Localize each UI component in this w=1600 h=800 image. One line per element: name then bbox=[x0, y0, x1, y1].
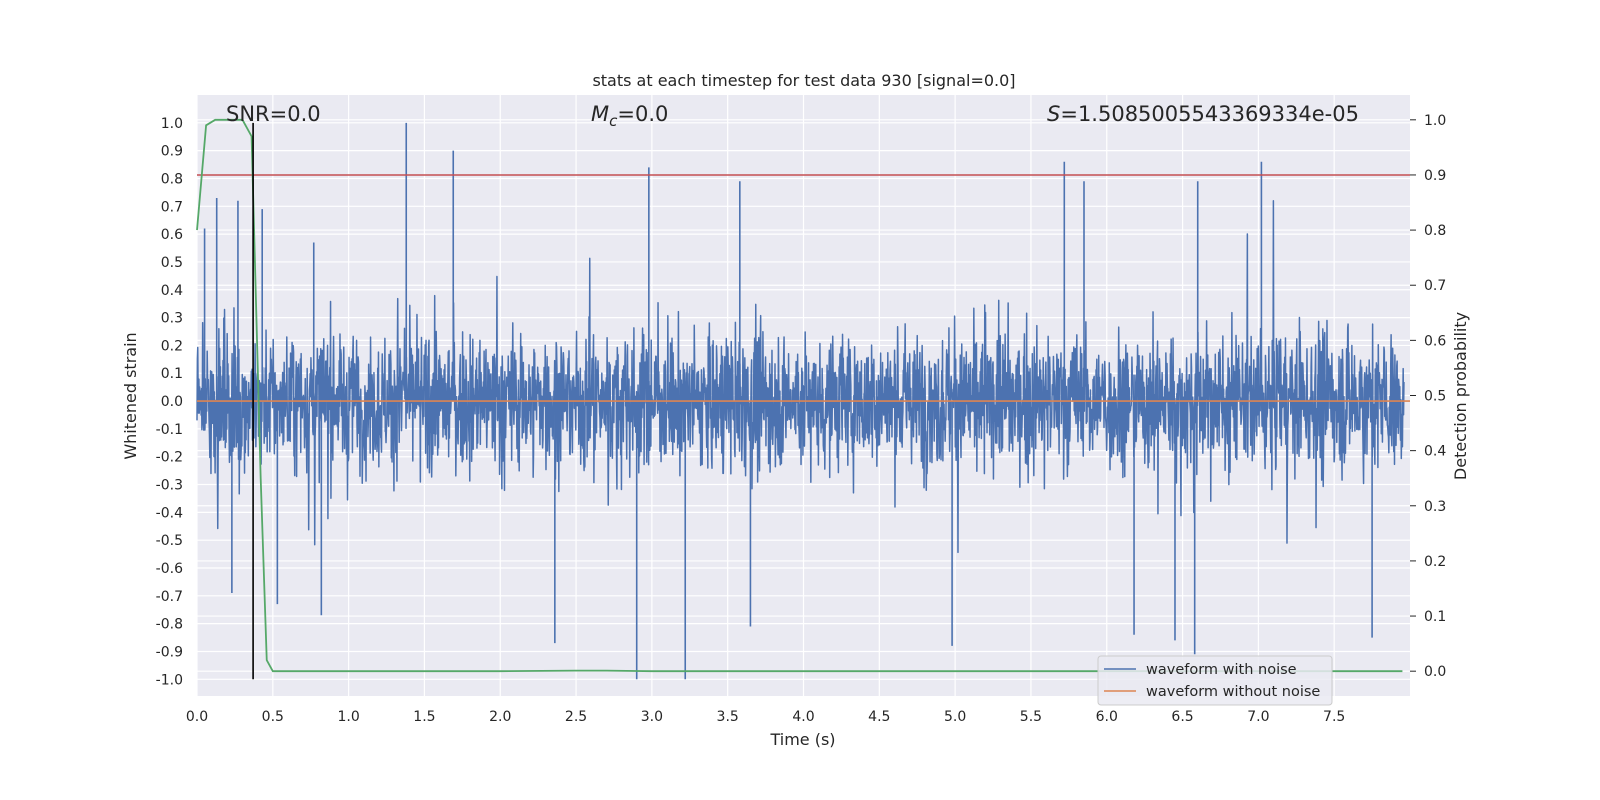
y-tick-label: 0.1 bbox=[161, 366, 183, 382]
y2-tick-label: 0.3 bbox=[1424, 499, 1446, 515]
y-tick-label: -0.3 bbox=[156, 478, 183, 494]
y-tick-label: -0.7 bbox=[156, 589, 183, 605]
x-tick-label: 5.5 bbox=[1020, 709, 1042, 725]
y-tick-label: -0.8 bbox=[156, 617, 183, 633]
chart-title: stats at each timestep for test data 930… bbox=[592, 71, 1015, 90]
x-tick-label: 2.5 bbox=[565, 709, 587, 725]
x-tick-label: 4.0 bbox=[792, 709, 814, 725]
y2-tick-label: 0.4 bbox=[1424, 444, 1446, 460]
y2-tick-label: 0.1 bbox=[1424, 609, 1446, 625]
y-tick-label: 0.0 bbox=[161, 394, 183, 410]
x-tick-label: 3.5 bbox=[717, 709, 739, 725]
y-tick-label: 0.4 bbox=[161, 283, 183, 299]
y-tick-label: 0.7 bbox=[161, 199, 183, 215]
y-tick-label: -0.2 bbox=[156, 450, 183, 466]
y-tick-label: -1.0 bbox=[156, 672, 183, 688]
snr-annotation: SNR=0.0 bbox=[226, 102, 321, 126]
y-tick-label: -0.9 bbox=[156, 644, 183, 660]
y-tick-label: -0.5 bbox=[156, 533, 183, 549]
y-tick-label: 0.5 bbox=[161, 255, 183, 271]
y2-tick-label: 0.9 bbox=[1424, 168, 1446, 184]
x-tick-label: 3.0 bbox=[641, 709, 663, 725]
x-tick-label: 0.0 bbox=[186, 709, 208, 725]
legend-box bbox=[1097, 655, 1333, 706]
y-tick-label: 0.9 bbox=[161, 144, 183, 160]
x-tick-label: 4.5 bbox=[868, 709, 890, 725]
y-axis-right: 1.0 0.9 0.8 0.7 0.6 0.5 0.4 0.3 0.2 0.1 0.0 bbox=[1410, 113, 1446, 680]
y-tick-label: 0.8 bbox=[161, 171, 183, 187]
x-tick-label: 7.5 bbox=[1323, 709, 1345, 725]
y-axis-label: Whitened strain bbox=[121, 332, 140, 459]
y-tick-label: 0.2 bbox=[161, 338, 183, 354]
x-tick-label: 1.0 bbox=[337, 709, 359, 725]
y2-tick-label: 0.2 bbox=[1424, 554, 1446, 570]
legend-label-noise: waveform with noise bbox=[1146, 662, 1297, 678]
s-statistic-annotation: S=1.5085005543369334e-05 bbox=[1047, 102, 1359, 126]
y2-axis-label: Detection probability bbox=[1451, 312, 1470, 480]
y-tick-label: -0.1 bbox=[156, 422, 183, 438]
x-tick-label: 6.0 bbox=[1096, 709, 1118, 725]
y-tick-label: 0.3 bbox=[161, 311, 183, 327]
y2-tick-label: 1.0 bbox=[1424, 113, 1446, 129]
y2-tick-label: 0.8 bbox=[1424, 223, 1446, 239]
y2-tick-label: 0.6 bbox=[1424, 333, 1446, 349]
x-tick-label: 6.5 bbox=[1171, 709, 1193, 725]
detection-probability-line bbox=[196, 118, 1403, 673]
y-tick-label: 0.6 bbox=[161, 227, 183, 243]
y-tick-label: 1.0 bbox=[161, 116, 183, 132]
legend-label-clean: waveform without noise bbox=[1146, 684, 1320, 700]
series-lines bbox=[196, 118, 1410, 680]
x-tick-label: 0.5 bbox=[262, 709, 284, 725]
x-tick-label: 5.0 bbox=[944, 709, 966, 725]
noise-line bbox=[196, 199, 1405, 554]
x-axis: 0.0 0.5 1.0 1.5 2.0 2.5 3.0 3.5 4.0 4.5 5.0 5.5 6.0 6… bbox=[186, 709, 1345, 725]
x-tick-label: 7.0 bbox=[1247, 709, 1269, 725]
x-tick-label: 2.0 bbox=[489, 709, 511, 725]
y2-tick-label: 0.0 bbox=[1424, 664, 1446, 680]
y2-tick-label: 0.5 bbox=[1424, 389, 1446, 405]
annotations: SNR=0.0 Mc=0.0 S=1.5085005543369334e-05 bbox=[226, 102, 1359, 130]
legend: waveform with noise waveform without noi… bbox=[1097, 655, 1333, 706]
chirp-mass-annotation: Mc=0.0 bbox=[591, 102, 668, 130]
x-tick-label: 1.5 bbox=[413, 709, 435, 725]
waveform-with-noise-series bbox=[196, 122, 1405, 680]
y2-tick-label: 0.7 bbox=[1424, 278, 1446, 294]
y-tick-label: -0.6 bbox=[156, 561, 183, 577]
y-tick-label: -0.4 bbox=[156, 505, 183, 521]
y-axis-left: 1.0 0.9 0.8 0.7 0.6 0.5 0.4 0.3 0.2 0.1 0.0 -0.1 -0.… bbox=[156, 116, 183, 688]
x-axis-label: Time (s) bbox=[769, 730, 835, 749]
